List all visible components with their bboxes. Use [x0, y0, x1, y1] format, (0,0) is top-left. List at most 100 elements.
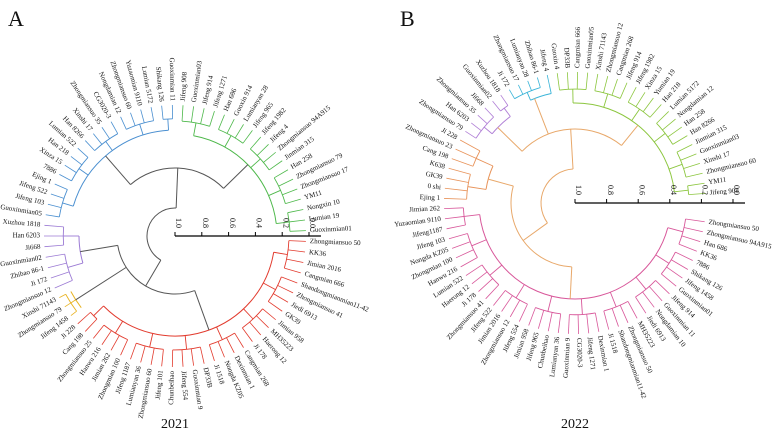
- subcluster-branch: [224, 135, 232, 148]
- leaf-branch: [286, 258, 304, 263]
- leaf-branch: [218, 114, 225, 130]
- leaf-branch: [45, 253, 65, 258]
- leaf-branch: [45, 214, 60, 218]
- leaf-branch: [234, 124, 244, 139]
- leaf-label: KK36: [309, 248, 327, 258]
- leaf-branch: [594, 312, 600, 332]
- leaf-branch: [451, 241, 471, 249]
- leaf-branch: [446, 224, 466, 230]
- leaf-branch: [101, 127, 110, 139]
- leaf-branch: [44, 224, 64, 228]
- leaf-branch: [274, 169, 289, 179]
- leaf-branch: [150, 107, 154, 121]
- root-branch: [80, 244, 118, 253]
- axis-tick-label: 0.2: [281, 218, 290, 228]
- leaf-branch: [662, 118, 676, 131]
- subcluster-branch: [603, 93, 609, 108]
- leaf-branch: [671, 259, 689, 270]
- leaf-label: Chunbeihao: [167, 370, 176, 404]
- leaf-branch: [273, 293, 289, 303]
- subcluster-branch: [547, 296, 553, 312]
- leaf-branch: [190, 348, 195, 366]
- leaf-branch: [70, 156, 83, 166]
- root-branch: [534, 98, 549, 135]
- leaf-label: Ji668: [25, 243, 41, 252]
- panel-b-distance-axis: 1.0 0.8 0.6 0.4 0.2 0.0: [574, 185, 745, 204]
- subcluster-branch: [250, 158, 261, 168]
- leaf-branch: [287, 209, 304, 214]
- root-branch: [223, 164, 249, 189]
- leaf-branch: [586, 314, 590, 334]
- subcluster-arc: [209, 332, 235, 346]
- panel-b-year-label: 2022: [561, 417, 589, 432]
- panel-a-letter: A: [8, 6, 24, 31]
- leaf-branch: [93, 133, 103, 145]
- leaf-branch: [566, 72, 569, 90]
- subcluster-branch: [483, 126, 493, 135]
- leaf-label: Lumian 19: [308, 211, 340, 223]
- subcluster-branch: [62, 202, 74, 207]
- leaf-branch: [683, 227, 703, 233]
- leaf-branch: [120, 116, 127, 130]
- root-arc: [521, 128, 622, 152]
- leaf-branch: [465, 130, 477, 139]
- leaf-label: YM11: [303, 189, 323, 202]
- leaf-label: Zhongmiansuo 50: [310, 237, 362, 247]
- axis-tick-label: 0.2: [701, 185, 710, 195]
- leaf-branch: [460, 257, 478, 268]
- clade-arc: [72, 129, 169, 207]
- root-branch: [569, 266, 573, 299]
- clade-arc: [491, 116, 511, 135]
- subcluster-branch: [70, 299, 76, 304]
- root-branch: [570, 129, 574, 170]
- leaf-branch: [77, 147, 89, 158]
- leaf-branch: [667, 126, 682, 138]
- leaf-branch: [619, 82, 628, 99]
- leaf-branch: [93, 324, 105, 339]
- leaf-branch: [672, 135, 688, 145]
- leaf-branch: [47, 203, 62, 208]
- leaf-branch: [455, 148, 477, 159]
- axis-tick-label: 0.6: [637, 185, 646, 195]
- leaf-branch: [200, 108, 205, 124]
- subcluster-branch: [635, 276, 647, 290]
- root-branch: [75, 266, 127, 301]
- axis-tick-label: 0.4: [669, 185, 678, 195]
- leaf-branch: [250, 136, 262, 150]
- axis-tick-label: 0.0: [732, 185, 741, 195]
- leaf-branch: [661, 273, 677, 287]
- leaf-branch: [477, 114, 488, 124]
- leaf-branch: [130, 343, 137, 360]
- leaf-branch: [140, 109, 145, 123]
- subcluster-branch: [139, 124, 144, 136]
- leaf-label: Lumianyan 36: [548, 336, 561, 378]
- root-branch: [175, 168, 179, 209]
- leaf-branch: [642, 291, 655, 308]
- root-arc: [540, 168, 574, 224]
- leaf-label: Guoxinmian 9: [562, 337, 572, 378]
- subcluster-branch: [526, 92, 531, 101]
- leaf-branch: [278, 178, 294, 187]
- leaf-branch: [455, 249, 474, 259]
- subcluster-branch: [668, 163, 683, 170]
- leaf-branch: [234, 332, 244, 348]
- subcluster-branch: [580, 298, 583, 315]
- leaf-branch: [685, 218, 705, 223]
- leaf-branch: [556, 73, 560, 91]
- subcluster-branch: [105, 141, 113, 151]
- leaf-branch: [471, 271, 488, 285]
- leaf-label: Jifeng 908: [179, 71, 189, 101]
- leaf-branch: [603, 310, 610, 330]
- leaf-branch: [84, 318, 98, 332]
- subcluster-branch: [653, 133, 666, 143]
- leaf-branch: [444, 198, 467, 200]
- leaf-branch: [688, 192, 706, 195]
- leaf-branch: [256, 315, 269, 328]
- root-branch: [105, 155, 131, 185]
- leaf-branch: [655, 280, 670, 295]
- leaf-branch: [47, 262, 67, 269]
- leaf-branch: [642, 97, 654, 112]
- leaf-branch: [64, 302, 72, 308]
